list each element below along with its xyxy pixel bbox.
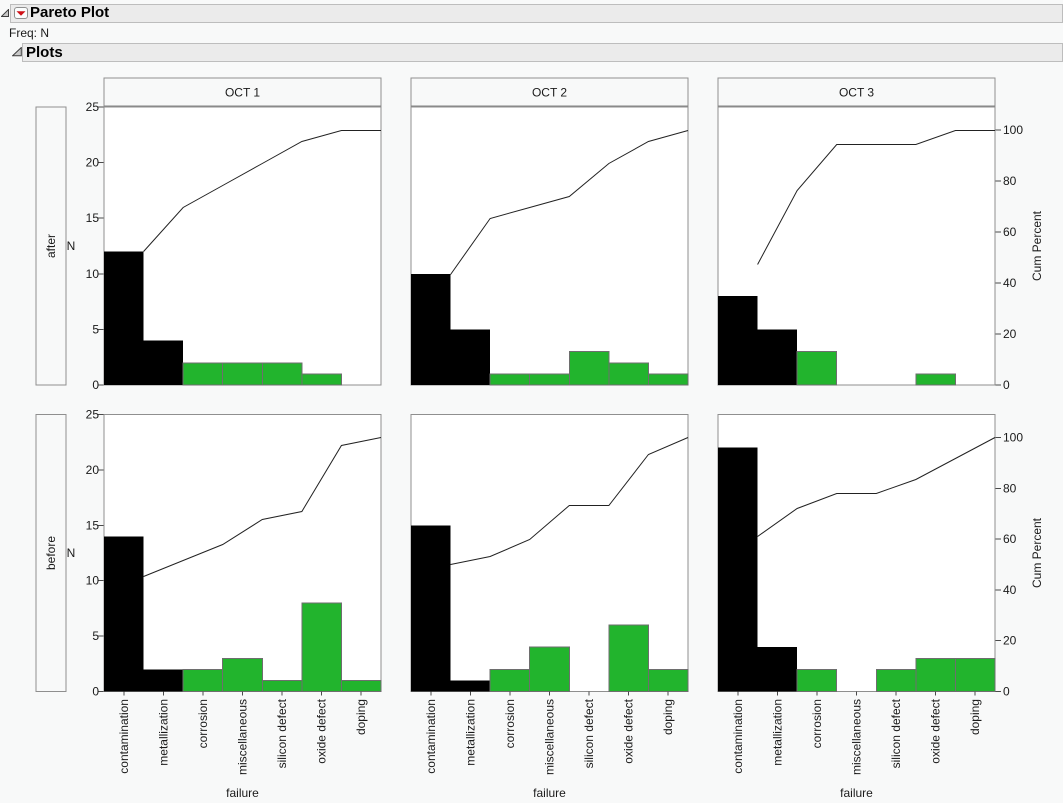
svg-text:metallization: metallization [156, 699, 170, 766]
svg-text:contamination: contamination [731, 699, 745, 774]
svg-text:20: 20 [86, 463, 100, 477]
svg-text:corrosion: corrosion [810, 699, 824, 748]
svg-text:60: 60 [1003, 532, 1017, 546]
svg-text:failure: failure [226, 786, 259, 800]
svg-text:25: 25 [86, 100, 100, 114]
svg-text:after: after [44, 234, 58, 258]
svg-text:corrosion: corrosion [503, 699, 517, 748]
svg-text:silicon defect: silicon defect [889, 698, 903, 768]
svg-text:before: before [44, 536, 58, 570]
svg-text:doping: doping [661, 699, 675, 735]
svg-text:corrosion: corrosion [196, 699, 210, 748]
svg-text:10: 10 [86, 574, 100, 588]
svg-text:OCT 3: OCT 3 [839, 86, 874, 100]
svg-text:miscellaneous: miscellaneous [236, 699, 250, 775]
svg-text:silicon defect: silicon defect [582, 698, 596, 768]
svg-text:metallization: metallization [463, 699, 477, 766]
svg-text:5: 5 [92, 322, 99, 336]
svg-text:20: 20 [1003, 327, 1017, 341]
svg-text:20: 20 [1003, 634, 1017, 648]
svg-text:OCT 2: OCT 2 [532, 86, 567, 100]
svg-text:0: 0 [92, 685, 99, 699]
svg-text:60: 60 [1003, 225, 1017, 239]
svg-text:5: 5 [92, 629, 99, 643]
svg-text:failure: failure [840, 786, 873, 800]
svg-text:Cum Percent: Cum Percent [1030, 517, 1044, 588]
svg-text:doping: doping [968, 699, 982, 735]
svg-text:0: 0 [1003, 378, 1010, 392]
svg-text:silicon defect: silicon defect [275, 698, 289, 768]
svg-text:40: 40 [1003, 276, 1017, 290]
svg-text:miscellaneous: miscellaneous [543, 699, 557, 775]
svg-text:40: 40 [1003, 583, 1017, 597]
svg-text:100: 100 [1003, 431, 1023, 445]
svg-text:OCT 1: OCT 1 [225, 86, 260, 100]
svg-text:10: 10 [86, 267, 100, 281]
svg-text:0: 0 [92, 378, 99, 392]
svg-text:100: 100 [1003, 123, 1023, 137]
svg-text:oxide defect: oxide defect [315, 698, 329, 763]
svg-text:0: 0 [1003, 685, 1010, 699]
svg-text:contamination: contamination [117, 699, 131, 774]
svg-text:25: 25 [86, 408, 100, 422]
svg-text:15: 15 [86, 518, 100, 532]
svg-text:15: 15 [86, 211, 100, 225]
svg-text:contamination: contamination [424, 699, 438, 774]
svg-text:N: N [67, 546, 76, 560]
svg-text:oxide defect: oxide defect [929, 698, 943, 763]
svg-text:80: 80 [1003, 481, 1017, 495]
svg-text:doping: doping [354, 699, 368, 735]
svg-text:Cum Percent: Cum Percent [1030, 210, 1044, 281]
svg-text:N: N [67, 239, 76, 253]
svg-text:oxide defect: oxide defect [622, 698, 636, 763]
svg-text:20: 20 [86, 156, 100, 170]
svg-text:miscellaneous: miscellaneous [850, 699, 864, 775]
svg-text:failure: failure [533, 786, 566, 800]
svg-text:metallization: metallization [770, 699, 784, 766]
svg-text:80: 80 [1003, 174, 1017, 188]
